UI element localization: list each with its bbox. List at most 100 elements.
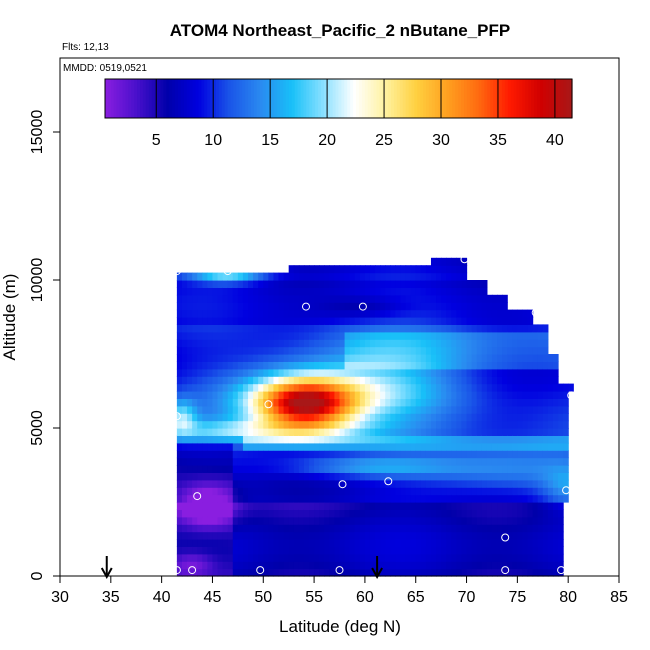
heatmap-cell xyxy=(329,317,336,325)
heatmap-cell xyxy=(532,413,539,422)
heatmap-cell xyxy=(410,354,417,362)
heatmap-cell xyxy=(415,413,422,422)
heatmap-cell xyxy=(242,450,249,459)
heatmap-cell xyxy=(512,524,518,533)
colorbar-segment xyxy=(122,79,127,118)
heatmap-cell xyxy=(222,294,229,303)
heatmap-cell xyxy=(486,368,493,377)
heatmap-cell xyxy=(532,561,539,570)
heatmap-cell xyxy=(507,546,513,555)
heatmap-cell xyxy=(476,383,483,392)
heatmap-cell xyxy=(486,346,493,355)
heatmap-cell xyxy=(441,450,447,459)
heatmap-cell xyxy=(395,398,402,407)
colorbar-segment xyxy=(475,79,480,118)
heatmap-cell xyxy=(207,472,214,481)
heatmap-cell xyxy=(227,553,234,562)
heatmap-cell xyxy=(507,465,513,473)
heatmap-cell xyxy=(263,287,269,296)
heatmap-cell xyxy=(359,479,366,488)
heatmap-cell xyxy=(344,324,351,333)
heatmap-cell xyxy=(436,346,442,355)
heatmap-cell xyxy=(309,376,315,385)
heatmap-cell xyxy=(288,568,295,577)
heatmap-cell xyxy=(558,531,564,540)
heatmap-cell xyxy=(232,324,239,333)
heatmap-cell xyxy=(517,568,524,577)
heatmap-cell xyxy=(522,383,529,392)
heatmap-cell xyxy=(466,524,473,533)
heatmap-cell xyxy=(410,376,417,385)
heatmap-cell xyxy=(415,442,422,451)
heatmap-cell xyxy=(481,472,488,481)
heatmap-cell xyxy=(298,539,305,547)
heatmap-cell xyxy=(197,391,203,399)
heatmap-cell xyxy=(491,302,498,311)
heatmap-cell xyxy=(197,354,203,362)
heatmap-cell xyxy=(405,457,412,466)
heatmap-cell xyxy=(380,376,386,385)
heatmap-cell xyxy=(242,354,249,362)
heatmap-cell xyxy=(466,361,473,370)
heatmap-cell xyxy=(369,309,376,318)
heatmap-cell xyxy=(283,546,290,555)
heatmap-cell xyxy=(461,435,468,444)
x-tick-label: 35 xyxy=(102,589,120,606)
heatmap-cell xyxy=(319,502,325,510)
heatmap-cell xyxy=(522,346,529,355)
heatmap-cell xyxy=(461,420,468,429)
heatmap-cell xyxy=(532,479,539,488)
heatmap-cell xyxy=(517,502,524,510)
heatmap-cell xyxy=(187,302,193,311)
heatmap-cell xyxy=(324,331,330,340)
heatmap-cell xyxy=(359,383,366,392)
heatmap-cell xyxy=(527,531,534,540)
heatmap-cell xyxy=(359,568,366,577)
heatmap-cell xyxy=(349,331,356,340)
heatmap-cell xyxy=(527,398,534,407)
heatmap-cell xyxy=(451,516,457,525)
heatmap-cell xyxy=(497,516,503,525)
heatmap-cell xyxy=(563,435,569,444)
heatmap-cell xyxy=(314,479,320,488)
heatmap-cell xyxy=(187,346,193,355)
colorbar-segment xyxy=(212,79,217,118)
heatmap-cell xyxy=(405,280,412,288)
colorbar-segment xyxy=(452,79,456,118)
heatmap-cell xyxy=(436,487,442,496)
heatmap-cell xyxy=(547,539,554,547)
heatmap-cell xyxy=(558,539,564,547)
heatmap-cell xyxy=(288,383,295,392)
heatmap-cell xyxy=(298,561,305,570)
heatmap-cell xyxy=(212,302,219,311)
heatmap-cell xyxy=(334,450,341,459)
heatmap-cell xyxy=(181,472,188,481)
heatmap-cell xyxy=(456,257,463,266)
heatmap-cell xyxy=(364,457,371,466)
heatmap-cell xyxy=(400,472,407,481)
heatmap-cell xyxy=(242,272,249,281)
heatmap-cell xyxy=(491,509,498,518)
heatmap-cell xyxy=(319,428,325,436)
heatmap-cell xyxy=(242,391,249,399)
heatmap-cell xyxy=(278,294,285,303)
heatmap-cell xyxy=(237,368,244,377)
heatmap-cell xyxy=(258,487,264,496)
heatmap-cell xyxy=(283,413,290,422)
heatmap-cell xyxy=(359,435,366,444)
heatmap-cell xyxy=(537,398,544,407)
heatmap-cell xyxy=(273,346,280,355)
heatmap-cell xyxy=(476,487,483,496)
heatmap-cell xyxy=(187,368,193,377)
heatmap-cell xyxy=(263,457,269,466)
heatmap-cell xyxy=(324,376,330,385)
heatmap-cell xyxy=(349,280,356,288)
heatmap-cell xyxy=(268,272,275,281)
arrow-markers xyxy=(100,556,383,580)
heatmap-cell xyxy=(405,428,412,436)
heatmap-cell xyxy=(217,450,224,459)
heatmap-cell xyxy=(512,309,518,318)
heatmap-cell xyxy=(375,309,381,318)
heatmap-cell xyxy=(212,405,219,414)
heatmap-cell xyxy=(293,509,300,518)
